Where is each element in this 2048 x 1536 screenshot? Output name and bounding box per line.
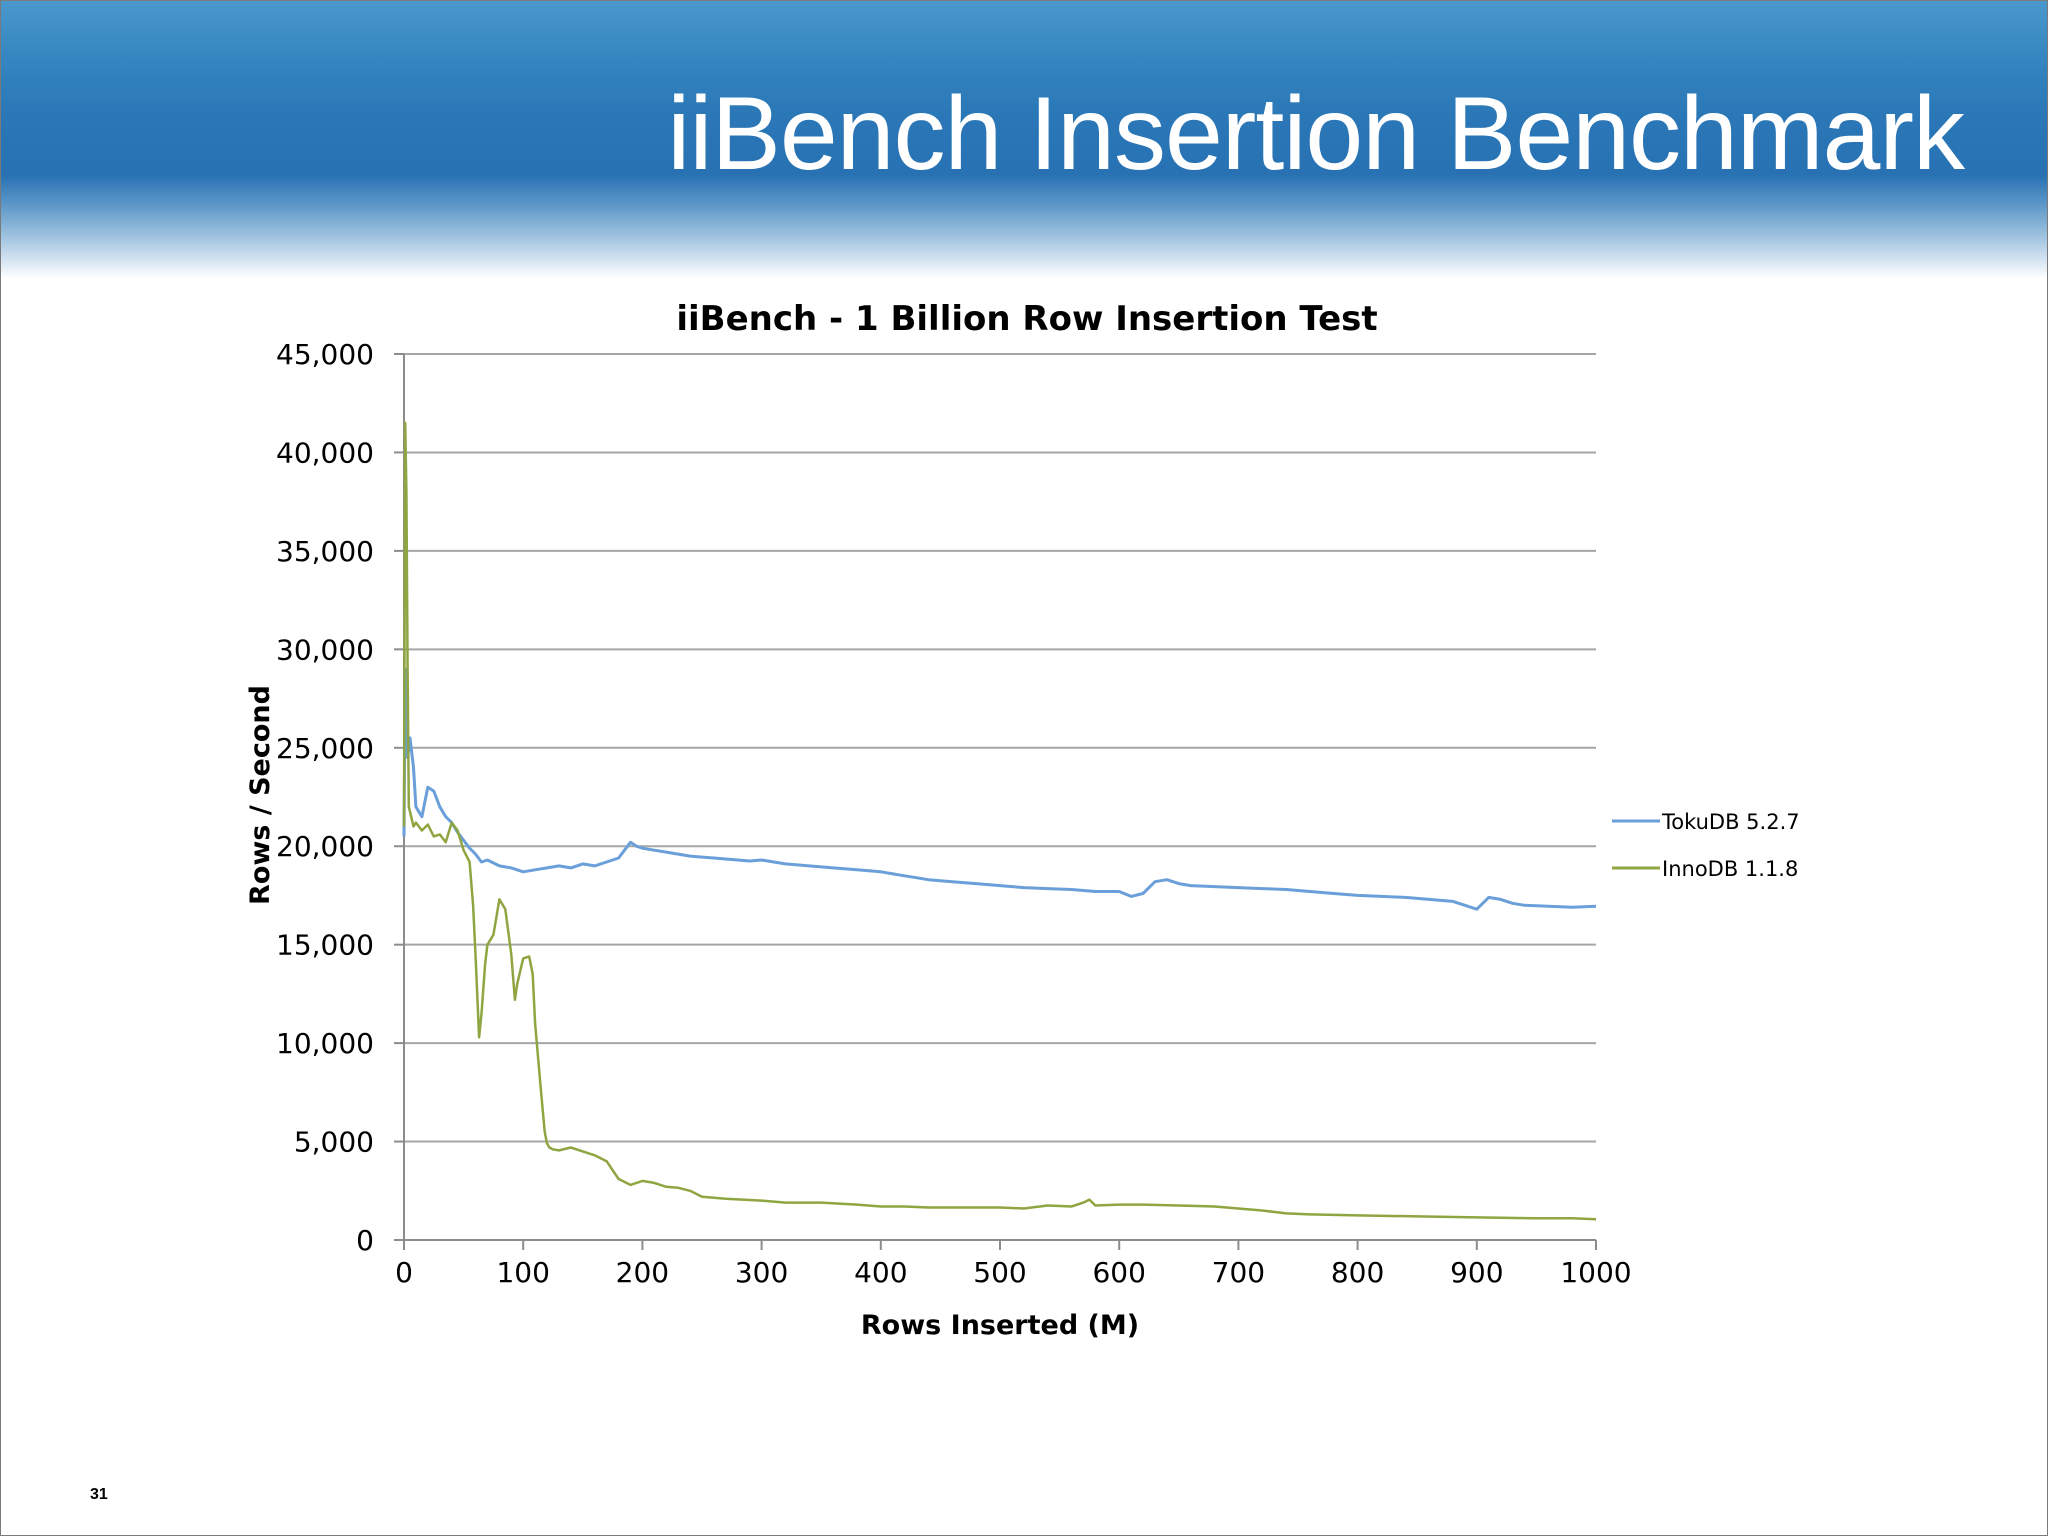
- slide-title: iiBench Insertion Benchmark: [667, 76, 1965, 192]
- y-tick-label: 40,000: [276, 436, 374, 469]
- x-tick-label: 900: [1450, 1256, 1503, 1289]
- y-axis-label: Rows / Second: [245, 685, 276, 905]
- y-tick-label: 10,000: [276, 1027, 374, 1060]
- gridlines: [404, 353, 1596, 1143]
- x-tick-label: 300: [735, 1256, 788, 1289]
- y-tick-label: 25,000: [276, 732, 374, 765]
- y-tick-label: 35,000: [276, 535, 374, 568]
- x-tick-label: 200: [616, 1256, 669, 1289]
- x-tick-label: 1000: [1560, 1256, 1631, 1289]
- y-tick-label: 45,000: [276, 338, 374, 371]
- axes: [394, 353, 1597, 1250]
- legend-label: InnoDB 1.1.8: [1662, 857, 1798, 881]
- x-tick-label: 600: [1092, 1256, 1145, 1289]
- legend-label: TokuDB 5.2.7: [1661, 810, 1800, 834]
- y-tick-label: 30,000: [276, 633, 374, 666]
- legend: TokuDB 5.2.7 InnoDB 1.1.8: [1612, 810, 1800, 881]
- y-tick-label: 5,000: [294, 1126, 374, 1159]
- x-axis-label: Rows Inserted (M): [861, 1310, 1139, 1341]
- series-line-tokudb: [402, 667, 1597, 911]
- x-tick-label: 700: [1212, 1256, 1265, 1289]
- series-lines: [402, 421, 1597, 1221]
- title-banner: [0, 0, 2048, 278]
- x-tick-labels: 0 100 200 300 400 500 600 700 800 900 1000: [395, 1256, 1632, 1289]
- y-tick-label: 20,000: [276, 830, 374, 863]
- x-tick-label: 800: [1331, 1256, 1384, 1289]
- y-tick-label: 15,000: [276, 929, 374, 962]
- x-tick-label: 0: [395, 1256, 413, 1289]
- series-line-innodb: [402, 421, 1597, 1221]
- x-tick-label: 400: [854, 1256, 907, 1289]
- y-tick-labels: 0 5,000 10,000 15,000 20,000 25,000 30,000 35,0…: [276, 338, 374, 1257]
- x-tick-label: 100: [496, 1256, 549, 1289]
- page-number: 31: [90, 1486, 108, 1503]
- x-tick-label: 500: [973, 1256, 1026, 1289]
- chart-title: iiBench - 1 Billion Row Insertion Test: [676, 299, 1377, 339]
- y-tick-label: 0: [356, 1224, 374, 1257]
